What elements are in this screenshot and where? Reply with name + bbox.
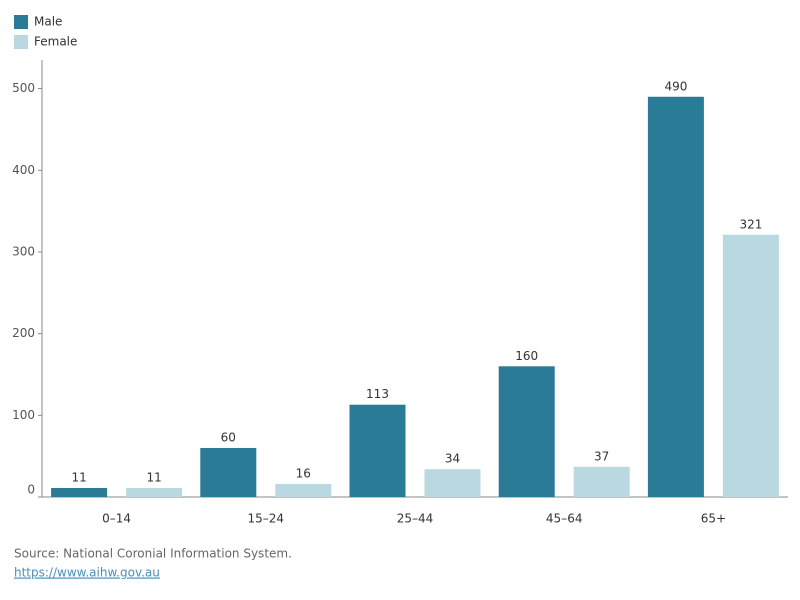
x-tick-label: 45–64 [546,512,583,526]
value-label: 11 [71,471,86,485]
bar [647,96,704,497]
source-link[interactable]: https://www.aihw.gov.au [14,566,160,580]
x-tick-label: 25–44 [397,512,434,526]
x-tick-label: 65+ [701,512,726,526]
x-tick-label: 15–24 [248,512,285,526]
y-tick-label: 200 [12,326,35,340]
y-tick-label: 100 [12,408,35,422]
y-tick-label: 400 [12,163,35,177]
value-label: 321 [739,217,762,231]
y-tick-label: 300 [12,244,35,258]
x-tick-label: 0–14 [102,512,131,526]
legend-label: Male [34,15,62,29]
bar [424,469,481,497]
y-tick-label: 0 [27,483,35,497]
bar [349,404,406,497]
bar [200,447,257,497]
value-label: 60 [221,430,236,444]
bar [722,234,779,498]
value-label: 37 [594,449,609,463]
legend-label: Female [34,35,77,49]
value-label: 160 [515,349,538,363]
legend-swatch [14,35,28,49]
value-label: 11 [146,471,161,485]
value-label: 113 [366,387,389,401]
value-label: 34 [445,452,460,466]
value-label: 490 [664,79,687,93]
legend-swatch [14,15,28,29]
y-tick-label: 500 [12,81,35,95]
value-label: 16 [296,466,311,480]
bar [498,366,555,497]
bar [126,488,183,497]
bar [51,488,108,497]
source: Source: National Coronial Information Sy… [14,547,292,561]
bar [275,483,332,497]
bar [573,466,630,497]
